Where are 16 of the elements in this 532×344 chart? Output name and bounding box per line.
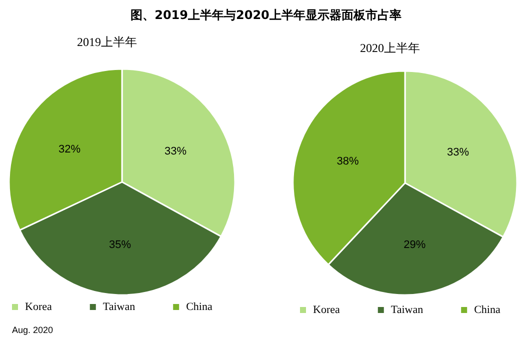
legend-label: Taiwan (102, 301, 136, 313)
data-label: 35% (109, 239, 132, 252)
legend-label: Korea (313, 304, 340, 316)
legend-label: Taiwan (390, 304, 424, 316)
chart-subtitle: 2020上半年 (360, 41, 420, 55)
data-label: 29% (404, 238, 426, 251)
data-label: 38% (336, 155, 359, 168)
text: Aug. 2020 (12, 325, 54, 335)
data-label: 33% (447, 146, 470, 159)
text: 图、2019上半年与2020上半年显示器面板市占率 (130, 8, 402, 22)
chart-subtitle: 2019上半年 (77, 35, 137, 49)
legend-label: China (474, 304, 500, 316)
data-label: 33% (164, 145, 187, 158)
data-label: 32% (58, 144, 81, 156)
legend-label: Korea (25, 301, 52, 313)
legend-label: China (186, 301, 212, 313)
